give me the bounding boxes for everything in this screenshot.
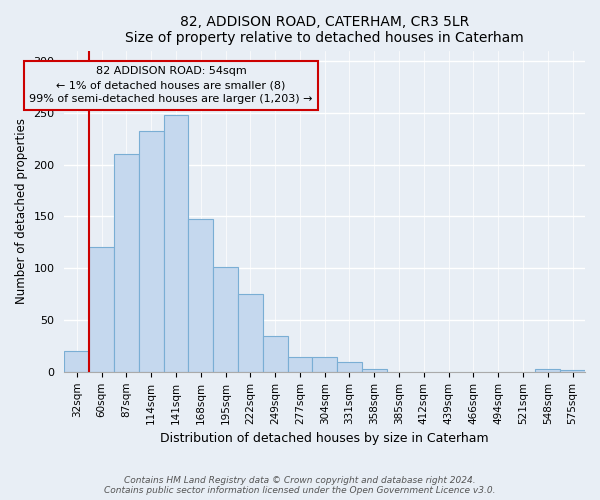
Bar: [164, 115, 188, 372]
Bar: [560, 370, 585, 372]
Bar: [337, 362, 362, 372]
Text: 82 ADDISON ROAD: 54sqm
← 1% of detached houses are smaller (8)
99% of semi-detac: 82 ADDISON ROAD: 54sqm ← 1% of detached …: [29, 66, 313, 104]
Bar: [263, 336, 287, 372]
Bar: [313, 358, 337, 372]
Text: Contains HM Land Registry data © Crown copyright and database right 2024.
Contai: Contains HM Land Registry data © Crown c…: [104, 476, 496, 495]
Bar: [89, 248, 114, 372]
Bar: [139, 132, 164, 372]
X-axis label: Distribution of detached houses by size in Caterham: Distribution of detached houses by size …: [160, 432, 489, 445]
Title: 82, ADDISON ROAD, CATERHAM, CR3 5LR
Size of property relative to detached houses: 82, ADDISON ROAD, CATERHAM, CR3 5LR Size…: [125, 15, 524, 45]
Bar: [362, 368, 386, 372]
Bar: [287, 358, 313, 372]
Bar: [188, 220, 213, 372]
Bar: [213, 267, 238, 372]
Bar: [238, 294, 263, 372]
Y-axis label: Number of detached properties: Number of detached properties: [15, 118, 28, 304]
Bar: [535, 368, 560, 372]
Bar: [114, 154, 139, 372]
Bar: [64, 351, 89, 372]
